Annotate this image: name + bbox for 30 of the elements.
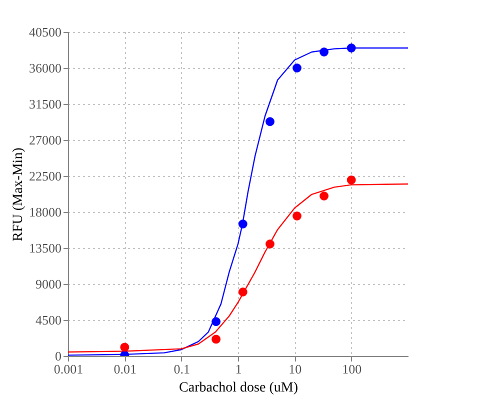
x-tick-label: 0.001 (54, 362, 84, 376)
x-tick-label: 10 (288, 362, 302, 376)
y-tick-label: 0 (55, 348, 62, 364)
y-tick-label: 18000 (29, 204, 62, 220)
y-tick-label: 40500 (29, 24, 62, 40)
point (238, 220, 248, 228)
point (292, 212, 302, 220)
y-tick-label: 4500 (36, 312, 62, 328)
point (238, 288, 248, 296)
y-tick-label: 31500 (29, 96, 62, 112)
point (346, 176, 356, 184)
y-tick-label: 36000 (29, 60, 62, 76)
y-tick-label: 22500 (29, 168, 62, 184)
point (266, 240, 274, 248)
x-tick-label: 1 (235, 362, 242, 376)
point (346, 44, 356, 52)
point (320, 192, 329, 200)
y-axis-title: RFU (Max-Min) (11, 147, 26, 242)
point (212, 334, 221, 344)
x-axis-title: Carbachol dose (uM) (179, 380, 298, 396)
x-tick-label: 0.01 (114, 362, 137, 376)
point (320, 48, 329, 56)
y-tick-label: 9000 (36, 276, 62, 292)
x-tick-label: 0.1 (174, 362, 190, 376)
point (292, 64, 302, 72)
y-tick-label: 13500 (29, 240, 62, 256)
x-tick-label: 100 (342, 362, 362, 376)
point (212, 317, 221, 326)
y-tick-label: 27000 (29, 132, 62, 148)
point (266, 117, 274, 126)
